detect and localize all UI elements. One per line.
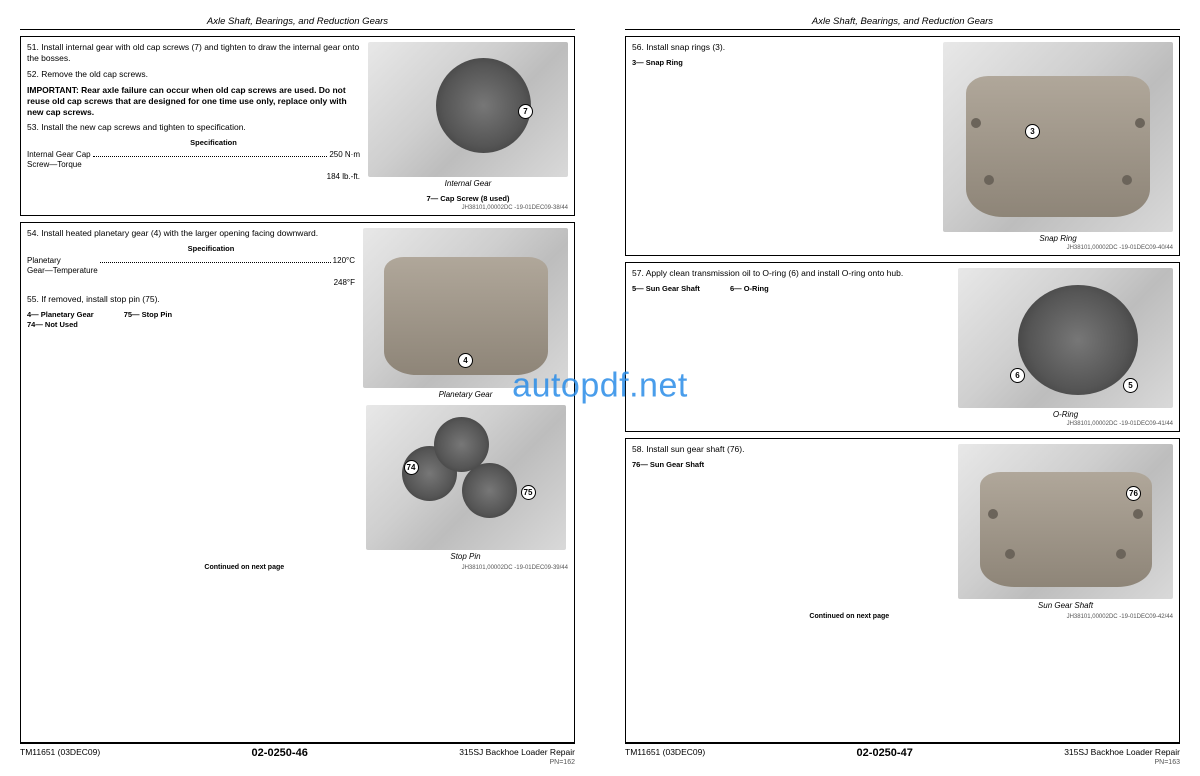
step: 57. Apply clean transmission oil to O-ri… xyxy=(632,268,950,279)
step: 52. Remove the old cap screws. xyxy=(27,69,360,80)
legend: 76— Sun Gear Shaft xyxy=(632,460,950,470)
spec-line: Internal Gear Cap Screw—Torque 250 N·m xyxy=(27,150,360,171)
instruction-panel: 54. Install heated planetary gear (4) wi… xyxy=(20,222,575,743)
panel-code: JH38101,00002DC -19-01DEC09-40/44 xyxy=(632,245,1173,251)
figure-caption: Snap Ring xyxy=(1039,234,1076,243)
instruction-panel: 58. Install sun gear shaft (76). 76— Sun… xyxy=(625,438,1180,743)
callout: 6 xyxy=(1010,368,1025,383)
legend: 7— Cap Screw (8 used) xyxy=(427,194,510,203)
spec-sub: 248°F xyxy=(27,278,355,288)
legend: 4— Planetary Gear 74— Not Used 75— Stop … xyxy=(27,310,355,330)
figure-caption: Stop Pin xyxy=(450,552,480,561)
figure: 6 5 TX1022371A —UN—23APR07 xyxy=(958,268,1173,408)
important-note: IMPORTANT: Rear axle failure can occur w… xyxy=(27,85,360,118)
instruction-panel: 57. Apply clean transmission oil to O-ri… xyxy=(625,262,1180,432)
panel-code: JH38101,00002DC -19-01DEC09-39/44 xyxy=(462,565,568,571)
legend: 3— Snap Ring xyxy=(632,58,935,68)
figure-caption: Planetary Gear xyxy=(439,390,493,399)
page-right: Axle Shaft, Bearings, and Reduction Gear… xyxy=(625,12,1180,766)
spec-heading: Specification xyxy=(67,244,355,254)
panel-code: JH38101,00002DC -19-01DEC09-41/44 xyxy=(632,421,1173,427)
step: 53. Install the new cap screws and tight… xyxy=(27,122,360,133)
footer-left: TM11651 (03DEC09) xyxy=(20,747,100,757)
callout: 75 xyxy=(521,485,536,500)
page-left: Axle Shaft, Bearings, and Reduction Gear… xyxy=(20,12,575,766)
footer-right: 315SJ Backhoe Loader Repair xyxy=(459,747,575,757)
spec-heading: Specification xyxy=(67,138,360,148)
instruction-panel: 51. Install internal gear with old cap s… xyxy=(20,36,575,216)
figure-caption: Sun Gear Shaft xyxy=(1038,601,1093,610)
figure-caption: Internal Gear xyxy=(445,179,492,188)
footer-mid: 02-0250-47 xyxy=(857,747,913,759)
figure: 4 TX1022399A —UN—23APR07 xyxy=(363,228,568,388)
footer-right: 315SJ Backhoe Loader Repair xyxy=(1064,747,1180,757)
panel-code: JH38101,00002DC -19-01DEC09-42/44 xyxy=(1067,614,1173,620)
page-spread: Axle Shaft, Bearings, and Reduction Gear… xyxy=(0,0,1200,776)
step: 58. Install sun gear shaft (76). xyxy=(632,444,950,455)
panel-code: JH38101,00002DC -19-01DEC09-38/44 xyxy=(27,205,568,211)
figure: 7 TX1022372A —UN—23APR07 xyxy=(368,42,568,177)
callout: 76 xyxy=(1126,486,1141,501)
callout: 7 xyxy=(518,104,533,119)
figure: 76 TX1022901A —UN—30APR07 xyxy=(958,444,1173,599)
step: 51. Install internal gear with old cap s… xyxy=(27,42,360,64)
footer-pn: PN=163 xyxy=(1064,759,1180,766)
callout: 74 xyxy=(404,460,419,475)
spec-line: Planetary Gear—Temperature 120°C xyxy=(27,256,355,277)
step: 56. Install snap rings (3). xyxy=(632,42,935,53)
legend: 5— Sun Gear Shaft 6— O-Ring xyxy=(632,284,950,294)
page-title: Axle Shaft, Bearings, and Reduction Gear… xyxy=(20,12,575,30)
page-title: Axle Shaft, Bearings, and Reduction Gear… xyxy=(625,12,1180,30)
instruction-panel: 56. Install snap rings (3). 3— Snap Ring… xyxy=(625,36,1180,256)
footer-left: TM11651 (03DEC09) xyxy=(625,747,705,757)
footer-mid: 02-0250-46 xyxy=(252,747,308,759)
page-footer: TM11651 (03DEC09) 02-0250-47 315SJ Backh… xyxy=(625,743,1180,766)
step: 55. If removed, install stop pin (75). xyxy=(27,294,355,305)
page-footer: TM11651 (03DEC09) 02-0250-46 315SJ Backh… xyxy=(20,743,575,766)
step: 54. Install heated planetary gear (4) wi… xyxy=(27,228,355,239)
callout: 3 xyxy=(1025,124,1040,139)
spec-sub: 184 lb.-ft. xyxy=(27,172,360,182)
callout: 4 xyxy=(458,353,473,368)
figure: 74 75 TX1022900A —UN—30APR07 xyxy=(366,405,566,550)
continued: Continued on next page xyxy=(204,564,284,571)
figure-caption: O-Ring xyxy=(1053,410,1078,419)
continued: Continued on next page xyxy=(809,613,889,620)
callout: 5 xyxy=(1123,378,1138,393)
figure: 3 TX1022368A —UN—23APR07 xyxy=(943,42,1173,232)
footer-pn: PN=162 xyxy=(459,759,575,766)
